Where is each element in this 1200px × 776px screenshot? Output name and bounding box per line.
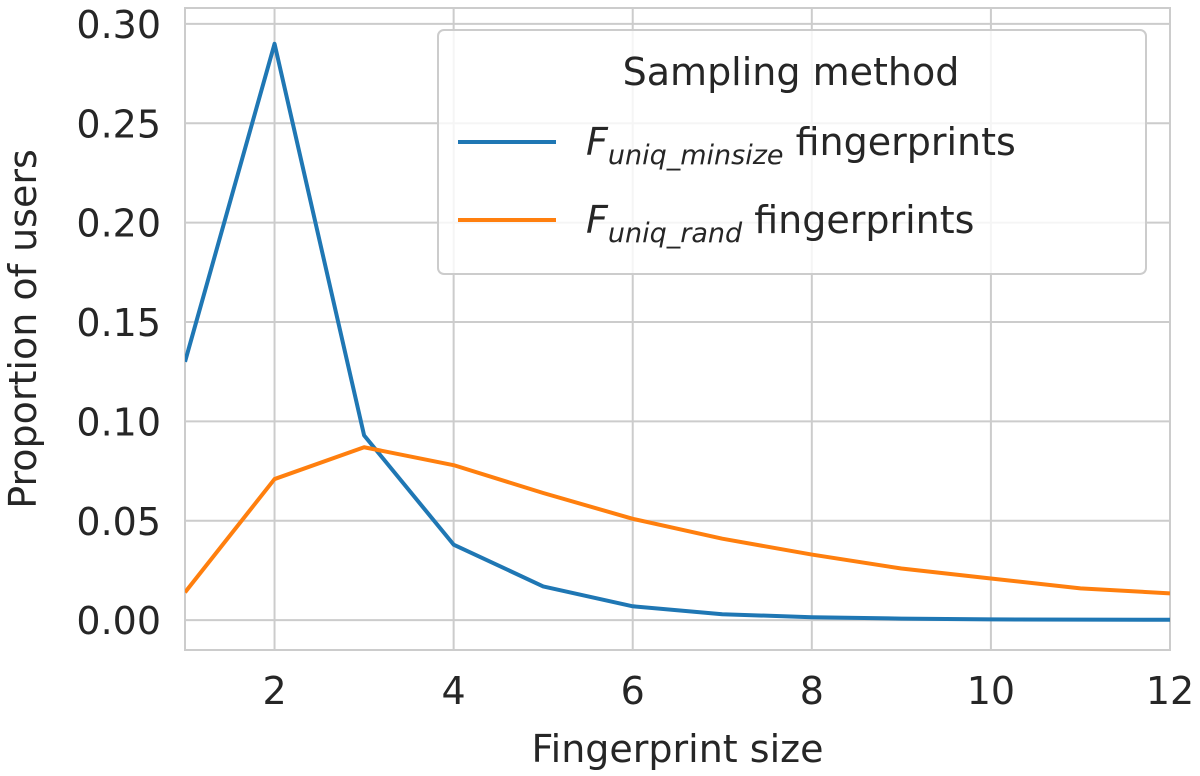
x-axis-ticks: 2 4 6 8 10 12 xyxy=(262,669,1194,713)
y-tick-label: 0.00 xyxy=(76,599,161,643)
legend-label-symbol: F xyxy=(586,120,609,164)
series-line-1 xyxy=(185,41,1170,622)
x-tick-label: 12 xyxy=(1146,669,1194,713)
legend-box xyxy=(437,29,1147,275)
x-tick-label: 2 xyxy=(262,669,286,713)
legend-title: Sampling method xyxy=(623,50,960,94)
x-tick-label: 4 xyxy=(442,669,466,713)
legend-label-subscript: uniq_rand xyxy=(608,218,743,249)
legend-label-suffix: fingerprints xyxy=(784,120,1016,164)
y-tick-label: 0.05 xyxy=(76,500,161,544)
y-tick-label: 0.20 xyxy=(76,202,161,246)
series-line-2 xyxy=(185,445,1170,596)
y-axis-ticks: 0.00 0.05 0.10 0.15 0.20 0.25 0.30 xyxy=(76,3,161,643)
y-tick-label: 0.10 xyxy=(76,400,161,444)
y-tick-label: 0.15 xyxy=(76,301,161,345)
x-tick-label: 6 xyxy=(621,669,645,713)
legend-item: Funiq_minsize fingerprints xyxy=(458,120,1016,171)
y-axis-title: Proportion of users xyxy=(1,149,45,509)
legend: Sampling method Funiq_minsize fingerprin… xyxy=(437,29,1147,275)
x-tick-label: 8 xyxy=(800,669,824,713)
legend-label-subscript: uniq_minsize xyxy=(608,140,784,171)
legend-label: Funiq_minsize fingerprints xyxy=(586,120,1016,171)
y-tick-label: 0.30 xyxy=(76,3,161,47)
legend-label-symbol: F xyxy=(586,198,609,242)
legend-label-suffix: fingerprints xyxy=(742,198,974,242)
y-tick-label: 0.25 xyxy=(76,102,161,146)
plot-area-frame xyxy=(184,7,1171,651)
series-lines xyxy=(185,41,1170,622)
x-tick-label: 10 xyxy=(967,669,1015,713)
x-axis-title: Fingerprint size xyxy=(532,727,824,771)
legend-item: Funiq_rand fingerprints xyxy=(458,198,974,249)
legend-label: Funiq_rand fingerprints xyxy=(586,198,974,249)
